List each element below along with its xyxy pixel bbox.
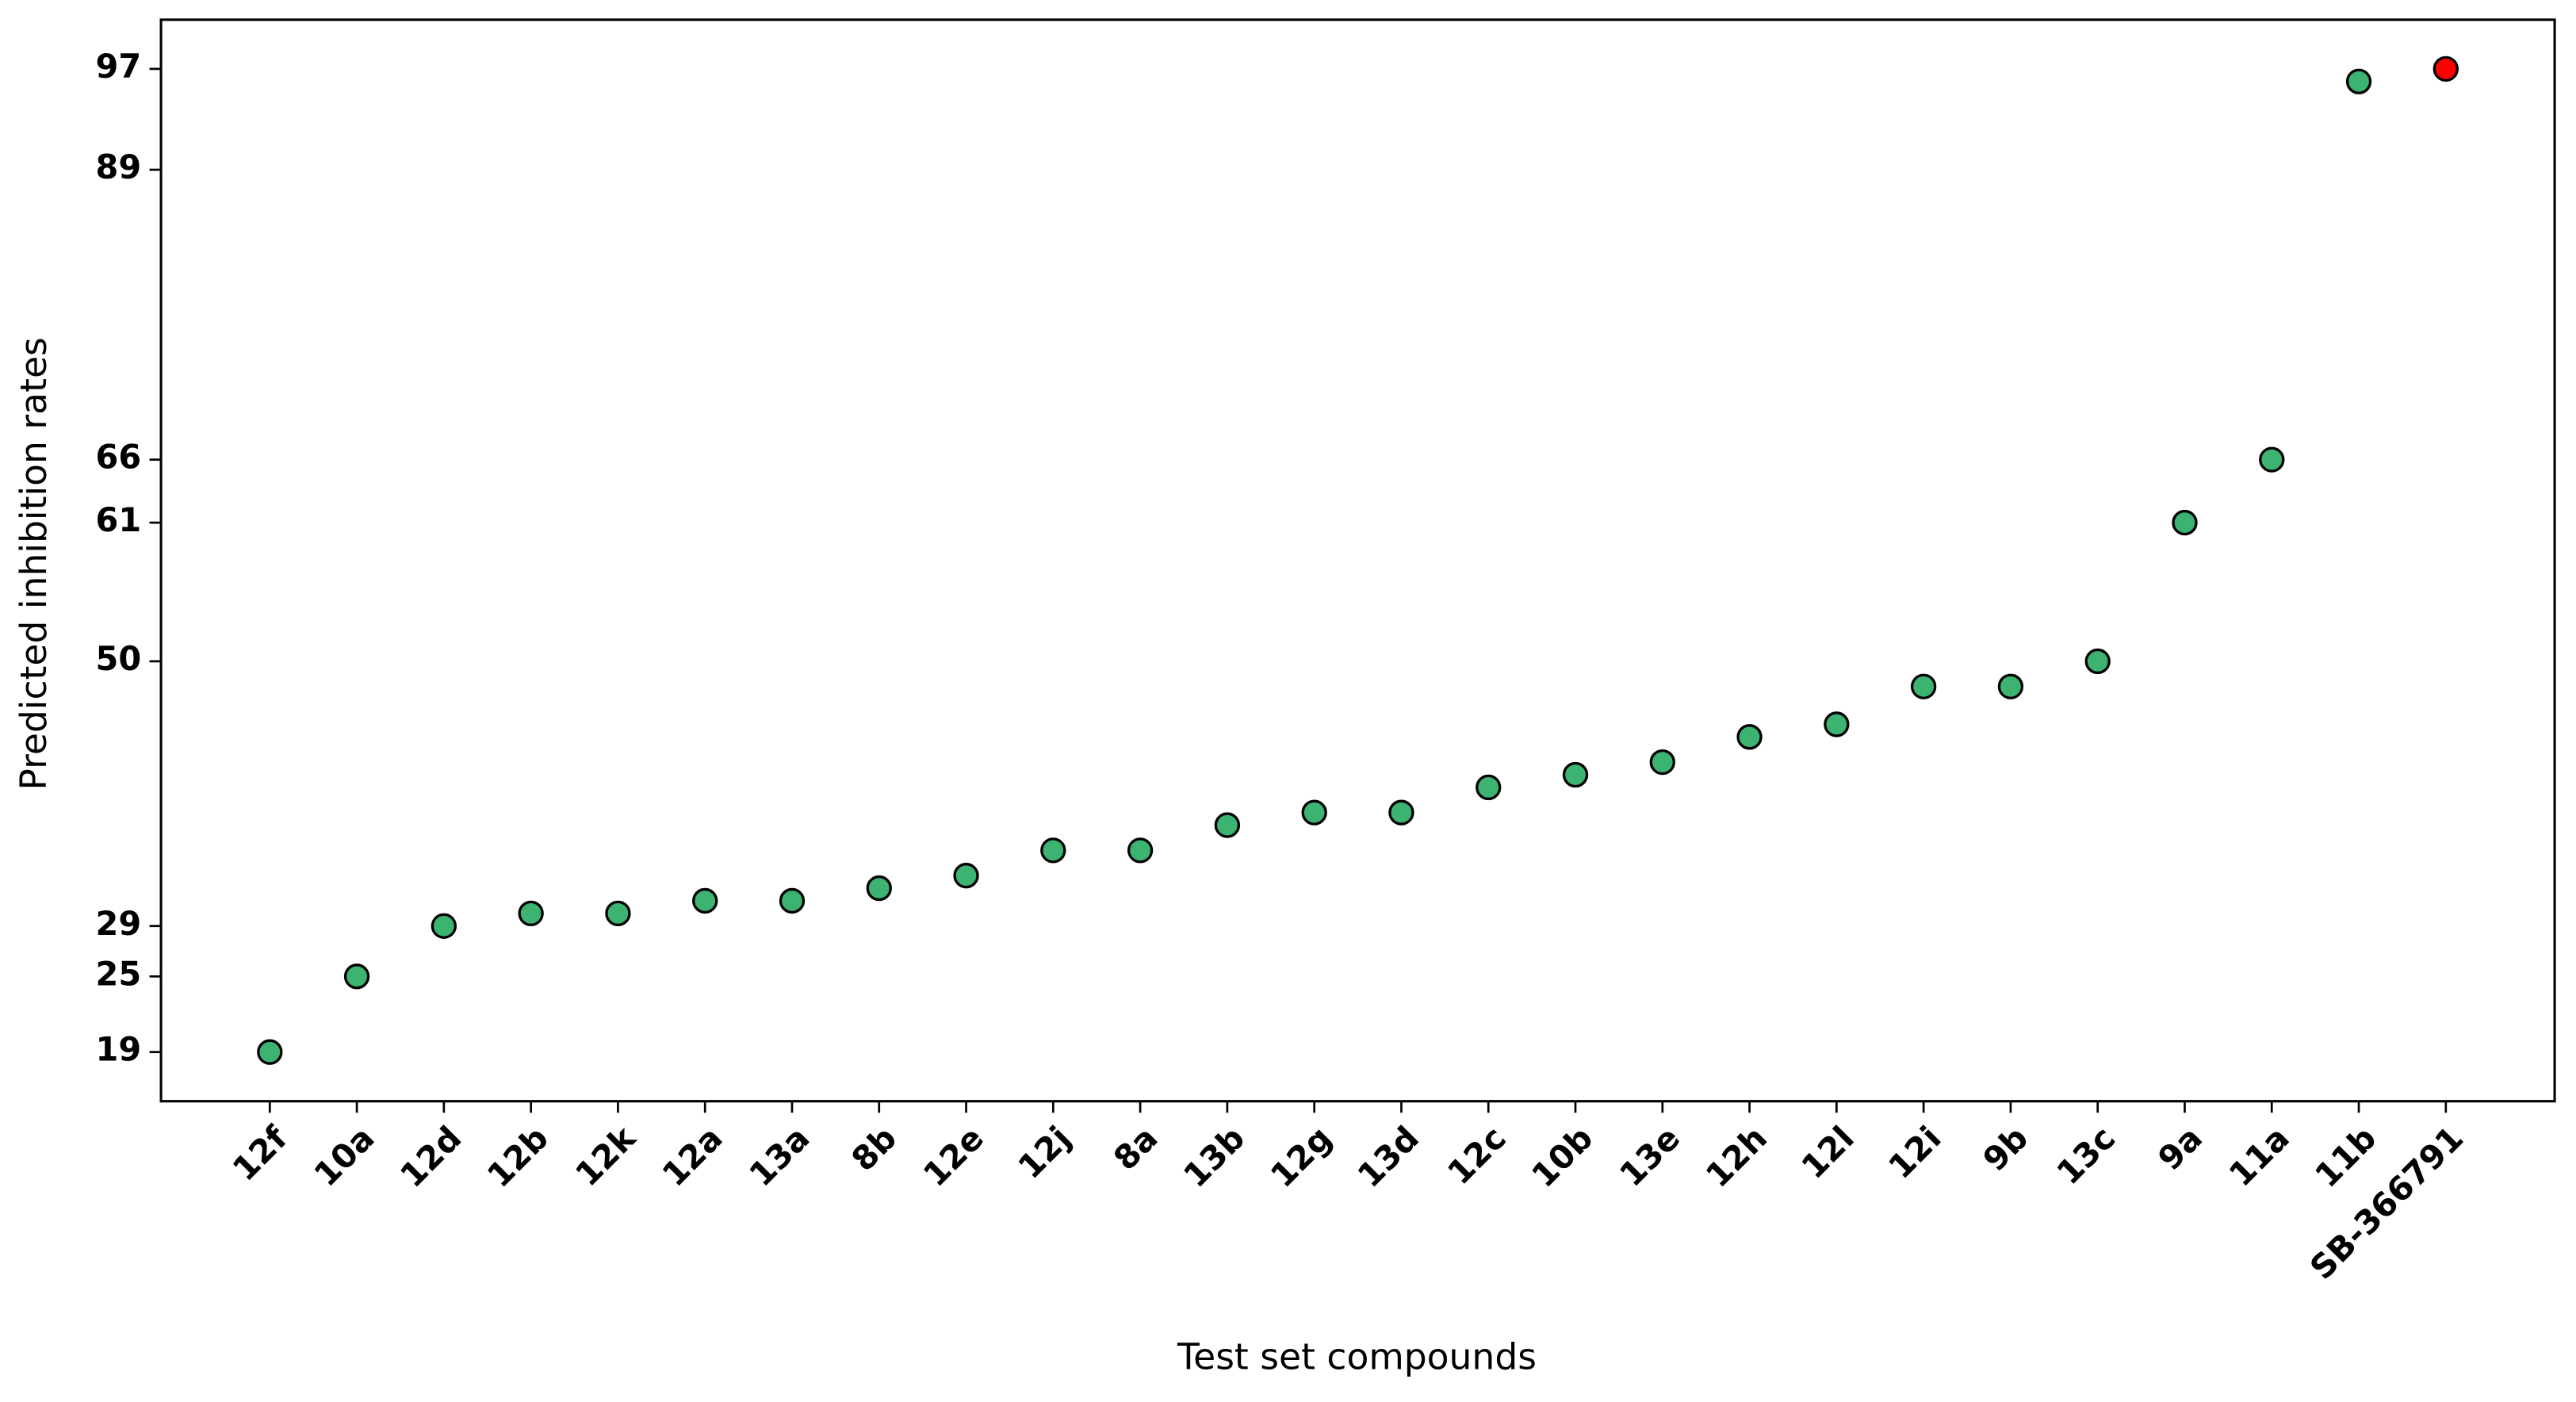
data-point: [431, 913, 457, 939]
x-tick-label: 12e: [916, 1119, 991, 1194]
y-tick-label: 25: [96, 955, 142, 993]
x-tick-label: 8a: [1106, 1119, 1165, 1178]
x-tick-label: 12k: [568, 1118, 644, 1193]
x-tick-label: 13b: [1177, 1119, 1253, 1195]
x-tick-label: 12c: [1441, 1119, 1514, 1192]
plot-frame: [159, 18, 2556, 1103]
data-point: [1562, 761, 1589, 788]
data-point: [1824, 711, 1850, 737]
x-axis-label: Test set compounds: [1177, 1336, 1537, 1378]
x-tick-label: 13e: [1613, 1119, 1688, 1194]
x-tick-label: 12h: [1698, 1119, 1774, 1195]
data-point: [1388, 799, 1414, 825]
data-point: [1910, 673, 1937, 699]
data-point: [779, 887, 806, 914]
y-tick-label: 66: [96, 439, 142, 477]
y-axis-label: Predicted inhibition rates: [13, 337, 55, 790]
x-tick-label: 12g: [1263, 1119, 1339, 1195]
data-point: [1649, 749, 1675, 776]
x-tick-label: 9a: [2151, 1119, 2210, 1178]
x-tick-label: 11a: [2222, 1119, 2296, 1194]
data-point: [1301, 799, 1327, 825]
x-tick-label: 13c: [2050, 1119, 2122, 1192]
x-tick-label: 13d: [1350, 1119, 1426, 1195]
data-point: [2432, 56, 2459, 82]
data-point: [692, 887, 718, 914]
data-point: [1997, 673, 2024, 699]
y-tick-label: 97: [96, 48, 142, 86]
x-tick-label: 12i: [1881, 1119, 1949, 1186]
data-point: [953, 863, 979, 889]
x-tick-label: 12b: [480, 1119, 556, 1195]
x-tick-label: 12f: [225, 1118, 295, 1188]
data-point: [1736, 724, 1763, 750]
data-point: [2172, 509, 2198, 536]
data-point: [343, 963, 370, 990]
data-point: [2345, 68, 2372, 94]
x-tick-label: 13a: [742, 1119, 817, 1194]
data-point: [1040, 837, 1066, 864]
x-tick-label: SB-366791: [2302, 1119, 2471, 1287]
x-tick-label: 12a: [655, 1119, 729, 1194]
y-tick-label: 89: [96, 148, 142, 186]
data-point: [1214, 812, 1241, 838]
data-point: [257, 1039, 283, 1065]
x-tick-label: 11b: [2308, 1119, 2384, 1195]
data-point: [2084, 648, 2111, 675]
x-tick-label: 12d: [393, 1119, 469, 1195]
y-tick-label: 50: [96, 640, 142, 678]
y-tick-label: 19: [96, 1031, 142, 1069]
data-point: [1127, 837, 1154, 864]
x-tick-label: 12j: [1011, 1119, 1078, 1186]
x-tick-label: 9b: [1976, 1119, 2035, 1178]
data-point: [1476, 774, 1502, 801]
x-tick-label: 10a: [307, 1119, 381, 1194]
data-point: [866, 875, 892, 902]
y-tick-label: 61: [96, 501, 142, 539]
x-tick-label: 10b: [1525, 1119, 1601, 1195]
data-point: [605, 900, 631, 927]
x-tick-label: 8b: [844, 1119, 904, 1178]
data-point: [518, 900, 544, 927]
x-tick-label: 12l: [1794, 1119, 1862, 1186]
y-tick-label: 29: [96, 905, 142, 943]
data-point: [2259, 446, 2285, 473]
